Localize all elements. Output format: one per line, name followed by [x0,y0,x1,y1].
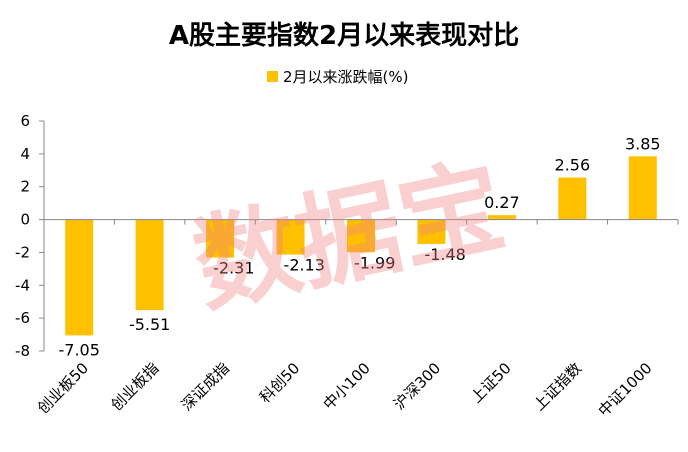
y-tick-label: -6 [15,309,30,327]
x-tick-label: 中证1000 [595,359,656,420]
y-tick-label: -2 [15,243,30,261]
data-label: -2.31 [213,259,254,278]
chart-title: A股主要指数2月以来表现对比 [169,21,519,51]
bar [487,215,516,220]
x-tick-label: 创业板50 [34,359,92,417]
bar [135,219,164,311]
x-tick-label: 中小100 [320,359,374,413]
legend: 2月以来涨跌幅(%) [267,68,409,86]
data-label: -1.48 [424,245,465,264]
bar [628,156,657,220]
data-label: -2.13 [284,256,325,275]
y-tick-label: 0 [20,211,30,229]
x-tick-label: 深证成指 [178,359,233,414]
data-label: 3.85 [625,134,661,153]
y-tick-label: -4 [15,276,30,294]
data-label: 0.27 [484,193,520,212]
bar [558,177,587,220]
data-label: 2.56 [555,156,591,175]
x-tick-label: 科创50 [256,359,303,406]
y-tick-label: -8 [15,342,30,360]
bar [65,219,94,336]
y-tick-label: 4 [20,145,30,163]
bar [417,219,446,244]
legend-label: 2月以来涨跌幅(%) [283,68,409,86]
data-label: -1.99 [354,253,395,272]
data-labels: -7.05 -5.51 -2.31 -2.13 -1.99 -1.48 0.27 2.56 3.… [59,134,661,359]
bars [65,156,657,336]
x-tick-label: 上证指数 [530,359,585,414]
bar [347,219,375,253]
data-label: -7.05 [59,340,100,359]
x-tick-label: 上证50 [467,359,514,406]
legend-swatch [267,71,278,82]
y-tick-label: 6 [20,112,30,130]
data-label: -5.51 [129,315,170,334]
bar [276,219,305,255]
bar [206,219,235,258]
x-tick-label: 沪深300 [390,359,444,413]
watermark: 数据宝 [184,144,515,328]
x-tick-label: 创业板指 [107,359,162,414]
y-axis: 6 4 2 0 -2 -4 -6 -8 [15,112,45,360]
y-tick-label: 2 [20,178,30,196]
